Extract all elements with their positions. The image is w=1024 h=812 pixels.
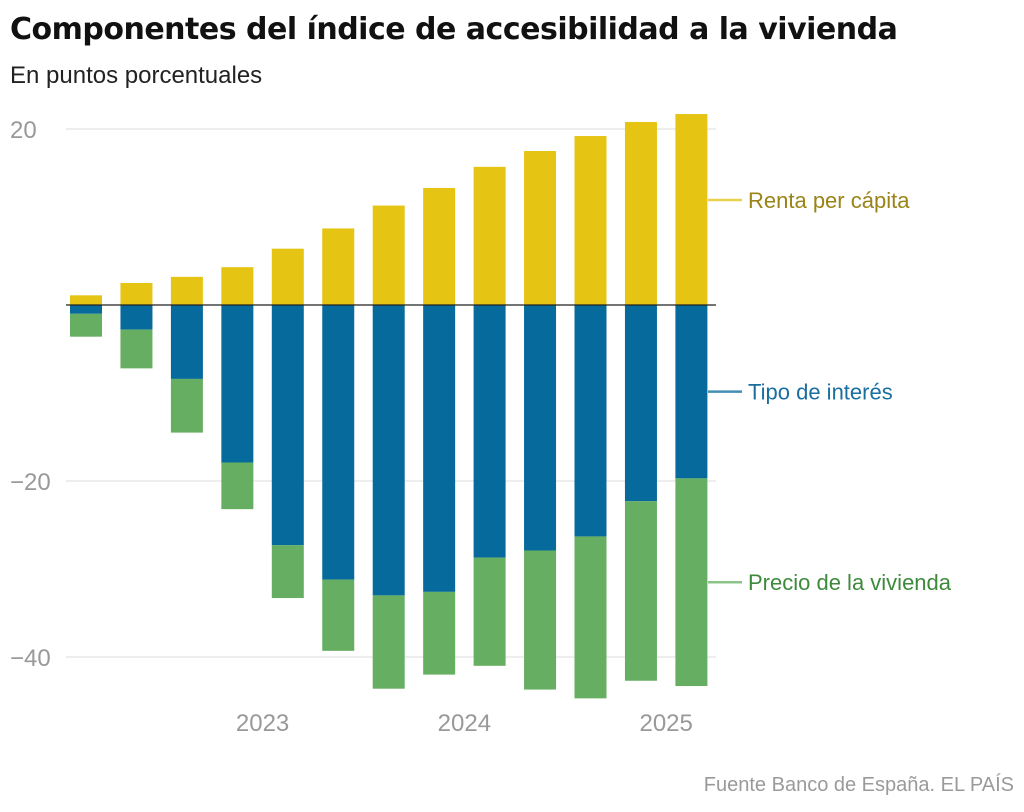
bar-precio-7 — [423, 591, 456, 675]
chart-title: Componentes del índice de accesibilidad … — [10, 12, 898, 47]
bar-renta-1 — [120, 283, 153, 305]
bar-precio-5 — [322, 579, 355, 651]
chart-subtitle: En puntos porcentuales — [10, 62, 263, 89]
x-tick-label: 2023 — [236, 710, 289, 737]
source-note: Fuente Banco de España. EL PAÍS — [703, 774, 1014, 796]
bar-precio-11 — [624, 501, 657, 681]
label-tipo-de-interes: Tipo de interés — [748, 380, 893, 405]
bar-tipo-5 — [322, 305, 355, 580]
x-tick-label: 2024 — [438, 710, 491, 737]
bar-renta-8 — [473, 166, 506, 305]
bar-renta-9 — [524, 151, 557, 305]
bar-precio-4 — [271, 545, 304, 599]
bar-renta-10 — [574, 136, 607, 305]
bar-renta-11 — [624, 121, 657, 306]
bar-precio-6 — [372, 595, 405, 689]
x-tick-label: 2025 — [639, 710, 692, 737]
bar-renta-7 — [423, 187, 456, 305]
x-axis-ticks: 2023 2024 2025 — [236, 710, 693, 737]
bar-renta-12 — [675, 114, 708, 305]
y-tick-label: −40 — [10, 645, 51, 672]
bar-precio-3 — [221, 462, 254, 510]
bar-tipo-8 — [473, 305, 506, 558]
bar-tipo-3 — [221, 305, 254, 463]
bar-precio-0 — [70, 313, 102, 337]
bar-tipo-10 — [574, 305, 607, 537]
bar-precio-8 — [473, 557, 506, 666]
bar-renta-6 — [372, 205, 405, 305]
bar-tipo-11 — [624, 305, 657, 502]
label-renta-per-capita: Renta per cápita — [748, 188, 910, 213]
bars — [70, 114, 708, 699]
bar-tipo-0 — [70, 305, 102, 314]
bar-renta-2 — [170, 276, 203, 305]
bar-precio-9 — [524, 550, 557, 690]
bar-renta-4 — [271, 248, 304, 305]
bar-tipo-6 — [372, 305, 405, 596]
bar-precio-1 — [120, 329, 153, 369]
label-precio-de-la-vivienda: Precio de la vivienda — [748, 570, 952, 595]
bar-renta-5 — [322, 228, 355, 305]
bar-tipo-1 — [120, 305, 153, 330]
y-tick-label: −20 — [10, 469, 51, 496]
bar-tipo-4 — [271, 305, 304, 546]
bar-precio-12 — [675, 478, 708, 687]
y-tick-label: 20 — [10, 117, 37, 144]
y-axis-ticks: 20 −20 −40 — [10, 117, 51, 672]
bar-tipo-2 — [170, 305, 203, 379]
bar-renta-3 — [221, 267, 254, 305]
bar-renta-0 — [70, 295, 102, 305]
bar-precio-2 — [170, 378, 203, 433]
series-labels: Renta per cápita Tipo de interés Precio de… — [708, 188, 952, 595]
bar-precio-10 — [574, 536, 607, 699]
bar-tipo-12 — [675, 305, 708, 479]
bar-tipo-9 — [524, 305, 557, 551]
bar-tipo-7 — [423, 305, 456, 592]
